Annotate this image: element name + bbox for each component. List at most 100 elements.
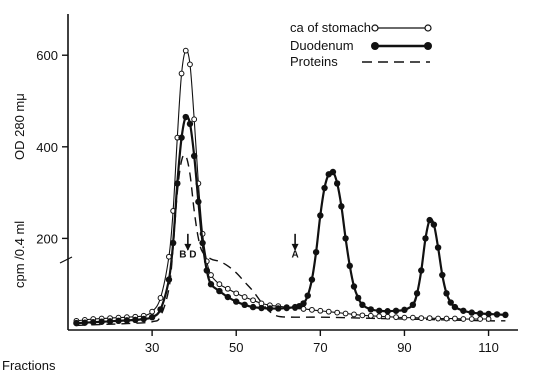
- data-point: [249, 303, 257, 311]
- legend-label-duodenum: Duodenum: [290, 38, 354, 53]
- data-point: [460, 307, 467, 314]
- axes-group: [59, 14, 518, 331]
- data-point: [350, 283, 358, 290]
- data-point: [443, 290, 450, 297]
- data-point: [250, 297, 256, 304]
- x-tick-label: 70: [313, 340, 327, 355]
- x-axis-label: Fractions: [2, 358, 56, 373]
- data-point: [367, 306, 375, 313]
- data-point: [435, 315, 441, 322]
- data-point: [98, 318, 105, 325]
- series-line: [76, 49, 489, 322]
- y-ticks-group: 200 400 600: [36, 48, 68, 246]
- data-point: [258, 304, 265, 312]
- data-point: [477, 316, 484, 322]
- data-point: [409, 301, 417, 309]
- data-point: [178, 134, 185, 141]
- data-point: [300, 300, 307, 307]
- y-axis-break-mark: [59, 256, 73, 264]
- x-tick-label: 110: [478, 340, 499, 355]
- data-point: [190, 152, 198, 160]
- data-point: [493, 311, 501, 318]
- data-point: [384, 313, 391, 320]
- data-point: [485, 310, 492, 318]
- data-point: [191, 116, 198, 123]
- annotation-arrow-head: [291, 243, 299, 251]
- legend-label-proteins: Proteins: [290, 54, 338, 69]
- data-point: [413, 290, 421, 297]
- legend-marker-duodenum-left: [371, 42, 379, 50]
- data-point: [426, 216, 433, 224]
- series-layer: [73, 47, 509, 327]
- data-point: [115, 317, 122, 325]
- data-point: [376, 307, 383, 314]
- series-line: [76, 115, 506, 325]
- data-point: [203, 267, 210, 274]
- data-point: [317, 307, 324, 314]
- data-point: [165, 276, 173, 283]
- series-ca-of-stomach: [73, 47, 492, 324]
- data-point: [266, 305, 274, 312]
- data-point: [452, 315, 458, 322]
- x-tick-label: 30: [145, 340, 159, 355]
- data-point: [367, 312, 374, 319]
- data-point: [309, 306, 315, 313]
- data-point: [359, 312, 366, 319]
- data-point: [334, 309, 341, 316]
- data-point: [418, 267, 425, 274]
- data-point: [233, 298, 240, 305]
- data-point: [106, 318, 114, 325]
- data-point: [178, 70, 185, 77]
- data-point: [207, 281, 215, 288]
- data-point: [241, 294, 248, 300]
- data-point: [460, 316, 467, 322]
- data-point: [426, 315, 433, 321]
- data-point: [338, 203, 345, 210]
- data-point: [182, 113, 189, 121]
- data-point: [157, 306, 164, 313]
- data-point: [195, 198, 202, 205]
- data-point: [325, 308, 332, 315]
- data-point: [443, 315, 450, 322]
- data-point: [409, 314, 416, 321]
- data-point: [90, 319, 97, 326]
- y-axis-label-bottom: cpm /0.4 ml: [12, 221, 27, 288]
- y-tick-label: 200: [36, 231, 58, 246]
- data-point: [447, 299, 454, 306]
- data-point: [359, 301, 366, 309]
- data-point: [376, 313, 383, 320]
- series-line: [76, 154, 506, 327]
- data-point: [439, 271, 446, 279]
- data-point: [174, 180, 181, 187]
- data-point: [468, 316, 475, 322]
- data-point: [317, 212, 324, 219]
- data-point: [224, 293, 232, 301]
- y-tick-label: 400: [36, 140, 58, 155]
- data-point: [81, 319, 89, 326]
- data-point: [275, 305, 282, 312]
- data-point: [233, 290, 240, 297]
- data-point: [73, 319, 80, 327]
- data-point: [393, 314, 399, 321]
- data-point: [283, 304, 290, 312]
- data-point: [485, 316, 492, 322]
- annotation-label: A: [291, 249, 298, 260]
- data-point: [216, 281, 223, 288]
- data-point: [333, 180, 341, 187]
- data-point: [354, 294, 362, 302]
- data-point: [384, 308, 391, 315]
- y-axis-label-top: OD 280 mμ: [12, 93, 27, 160]
- data-point: [304, 292, 311, 299]
- data-point: [430, 221, 438, 228]
- data-point: [149, 308, 156, 315]
- x-tick-label: 50: [229, 340, 243, 355]
- annotation-label: B D: [179, 249, 196, 260]
- data-point: [224, 285, 231, 292]
- data-point: [342, 310, 349, 317]
- legend-marker-stomach-left: [371, 24, 379, 32]
- data-point: [312, 248, 320, 256]
- data-point: [418, 315, 425, 321]
- data-point: [422, 235, 429, 242]
